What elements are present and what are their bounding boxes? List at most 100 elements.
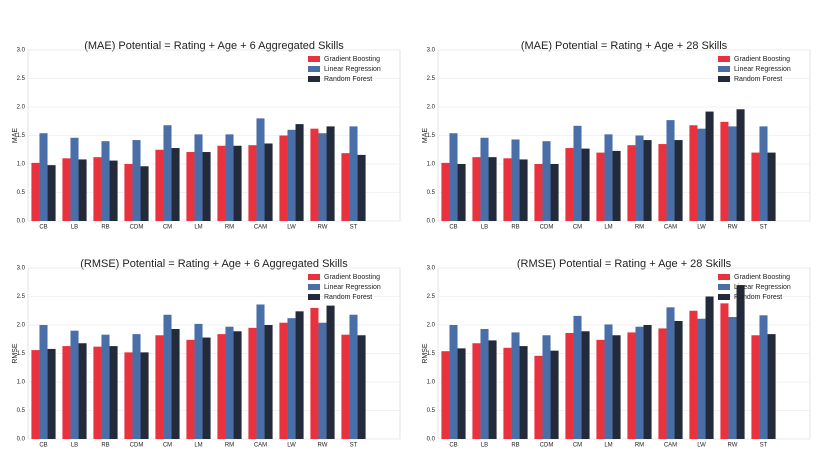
x-tick-label: LW [287,225,296,231]
bar [287,318,296,439]
x-tick-label: LB [71,443,78,449]
y-tick-label: 0.5 [17,190,26,196]
x-tick-label: CAM [664,225,677,231]
bar [441,351,450,439]
chart-title: (RMSE) Potential = Rating + Age + 6 Aggr… [80,258,348,270]
bar [759,126,768,221]
x-tick-label: CDM [540,225,554,231]
bar [357,335,366,439]
bar [480,328,489,439]
bar [457,348,466,439]
legend-label: Gradient Boosting [734,56,790,63]
legend-swatch [718,294,730,300]
x-tick-label: RB [511,225,519,231]
bar [155,335,164,439]
bar [70,330,79,439]
bar [225,134,234,221]
y-axis-label: RMSE [12,343,19,364]
bar [47,165,56,221]
y-tick-label: 1.0 [17,380,26,386]
bar [233,331,242,439]
bar [31,350,40,439]
bar [264,325,273,439]
bar [186,339,195,439]
bar [689,310,698,439]
bar [736,109,745,221]
x-tick-label: RM [635,225,644,231]
y-tick-label: 2.0 [427,105,436,111]
y-tick-label: 1.5 [427,351,436,357]
bar [326,305,335,439]
bar [62,346,71,439]
bar [573,315,582,439]
legend-swatch [718,284,730,290]
legend-label: Random Forest [324,76,372,83]
legend-label: Gradient Boosting [324,274,380,281]
bar [132,334,141,439]
bar [140,352,149,439]
y-tick-label: 1.0 [427,162,436,168]
bar [542,141,551,221]
x-tick-label: RM [225,443,234,449]
x-tick-label: CM [163,225,172,231]
bar [47,348,56,439]
bar [767,152,776,221]
x-tick-label: LW [697,225,706,231]
bar [279,135,288,221]
bar [627,332,636,439]
x-tick-label: CB [449,225,457,231]
y-tick-label: 0.0 [17,437,26,443]
x-tick-label: CB [39,443,47,449]
bar [612,335,621,439]
legend-label: Linear Regression [734,284,791,291]
bar [39,133,48,221]
bar [264,143,273,221]
legend-swatch [308,294,320,300]
bar [310,128,319,221]
x-tick-label: ST [350,225,358,231]
x-tick-label: CDM [130,443,144,449]
bar [341,153,350,221]
y-tick-label: 3.0 [427,266,436,272]
bar [93,157,102,221]
legend-swatch [308,284,320,290]
bar [124,164,133,221]
y-tick-label: 1.0 [427,380,436,386]
bar [596,339,605,439]
x-tick-label: RB [101,443,109,449]
x-tick-label: CAM [254,443,267,449]
x-tick-label: LW [697,443,706,449]
legend-label: Gradient Boosting [324,56,380,63]
bar [217,334,226,439]
legend-swatch [308,76,320,82]
bar [720,121,729,221]
bar [581,331,590,439]
bar [357,154,366,221]
y-tick-label: 0.5 [427,408,436,414]
y-tick-label: 2.0 [17,105,26,111]
x-tick-label: LB [481,443,488,449]
legend-swatch [718,76,730,82]
x-tick-label: CDM [540,443,554,449]
x-tick-label: LM [604,225,612,231]
bar [550,350,559,439]
x-tick-label: LB [71,225,78,231]
bar [503,347,512,439]
bar [767,334,776,439]
bar [318,133,327,221]
x-tick-label: RW [728,443,738,449]
bar [202,152,211,221]
x-tick-label: LM [194,225,202,231]
bar [70,137,79,221]
bar [581,148,590,221]
bar [534,164,543,221]
bar [194,134,203,221]
y-axis-label: MAE [12,128,19,144]
bar [78,159,87,221]
bar [666,307,675,439]
y-tick-label: 2.0 [427,323,436,329]
bar [736,285,745,439]
y-tick-label: 2.5 [17,294,26,300]
bar [635,326,644,439]
